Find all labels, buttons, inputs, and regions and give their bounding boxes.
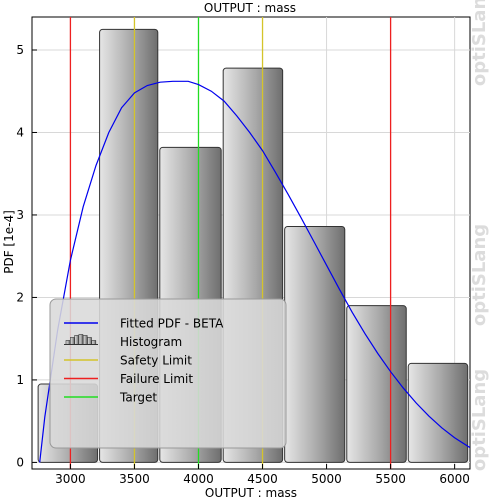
y-tick-label: 4 <box>16 125 24 139</box>
legend-label: Fitted PDF - BETA <box>120 317 224 331</box>
histogram-bar <box>284 226 346 463</box>
legend-histogram-symbol-bar <box>78 334 84 345</box>
legend-histogram-symbol-bar <box>91 340 97 345</box>
legend-label: Failure Limit <box>120 372 193 386</box>
watermark: optiSLang optiSLang optiSLang <box>469 0 490 471</box>
legend-histogram-symbol-bar <box>70 337 75 345</box>
chart-title: OUTPUT : mass <box>204 1 296 15</box>
y-tick-label: 5 <box>16 43 24 57</box>
legend-label: Histogram <box>120 335 182 349</box>
watermark-text: optiSLang <box>469 369 490 471</box>
x-tick-label: 5000 <box>311 472 342 486</box>
legend: Fitted PDF - BETA Histogram Safety Limit Fa… <box>49 298 287 449</box>
legend-histogram-symbol-bar <box>82 335 88 345</box>
x-tick-label: 4500 <box>247 472 278 486</box>
legend-histogram-symbol-bar <box>74 335 79 345</box>
x-tick-label: 5500 <box>375 472 406 486</box>
legend-box <box>49 298 287 449</box>
histogram-bar <box>346 305 407 463</box>
legend-histogram-symbol-bar <box>65 340 71 345</box>
legend-histogram-symbol-bar <box>87 337 92 345</box>
y-axis-label: PDF [1e-4] <box>2 210 16 274</box>
histogram-bar <box>407 362 469 463</box>
y-tick-label: 1 <box>16 373 24 387</box>
x-axis-ticks: 3000 3500 4000 4500 5000 5500 6000 <box>55 464 470 486</box>
x-tick-label: 3000 <box>55 472 86 486</box>
watermark-text: optiSLang <box>469 0 490 86</box>
fitted-pdf-curve <box>39 80 470 463</box>
watermark-text: optiSLang <box>469 224 490 326</box>
y-tick-label: 2 <box>16 290 24 304</box>
y-tick-label: 3 <box>16 208 24 222</box>
y-tick-label: 0 <box>16 455 24 469</box>
x-tick-label: 3500 <box>119 472 150 486</box>
legend-label: Target <box>119 391 157 405</box>
x-axis-label: OUTPUT : mass <box>205 486 297 500</box>
y-axis-ticks: 0 1 2 3 4 5 <box>16 43 37 469</box>
x-tick-label: 6000 <box>439 472 470 486</box>
legend-label: Safety Limit <box>120 354 192 368</box>
x-tick-label: 4000 <box>183 472 214 486</box>
